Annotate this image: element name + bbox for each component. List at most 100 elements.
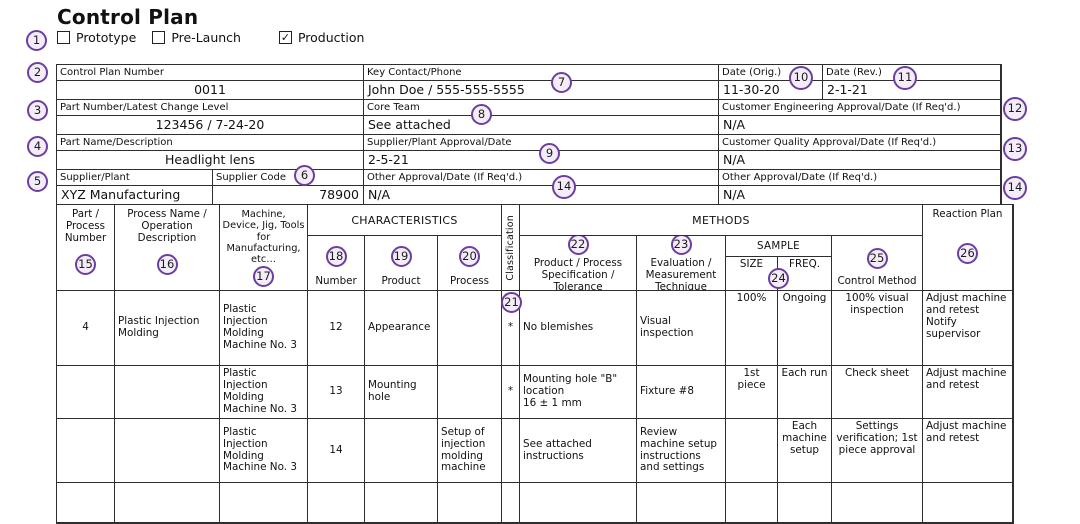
callout-12-badge: 12	[1003, 97, 1027, 121]
callout-2-badge: 2	[27, 62, 48, 83]
date-rev-value: 2-1-21	[823, 81, 1001, 100]
checkbox-prototype[interactable]: Prototype	[57, 30, 136, 45]
col-header-control-method: 25 Control Method	[832, 236, 923, 291]
col-header-sample-freq: FREQ.	[778, 257, 832, 291]
other-approval-right-value: N/A	[719, 186, 1001, 205]
callout-23-badge: 23	[670, 236, 692, 255]
cell-evaluation-row-1: Visual inspection	[637, 291, 726, 366]
cell-reaction-plan-row-3: Adjust machine and retest	[923, 419, 1013, 483]
cell-sample-freq-row-4	[778, 483, 832, 523]
cell-char-number-row-1: 12	[308, 291, 365, 366]
supplier-plant-label: Supplier/Plant	[57, 170, 213, 186]
cell-sample-freq-row-2: Each run	[778, 366, 832, 419]
cell-spec-tolerance-row-4	[520, 483, 637, 523]
callout-13-badge: 13	[1003, 137, 1027, 161]
cell-process-name-row-2	[115, 366, 220, 419]
callout-1-badge: 1	[26, 30, 47, 51]
cell-sample-freq-row-3: Each machine setup	[778, 419, 832, 483]
callout-5-badge: 5	[27, 171, 48, 192]
cell-machine-device-row-3: Plastic Injection Molding Machine No. 3	[220, 419, 308, 483]
cell-process-name-row-1: Plastic Injection Molding	[115, 291, 220, 366]
callout-17-badge: 17	[253, 266, 274, 288]
part-name-value: Headlight lens	[57, 151, 364, 170]
cell-part-process-number-row-2	[57, 366, 115, 419]
cell-spec-tolerance-row-3: See attached instructions	[520, 419, 637, 483]
methods-group-header: METHODS	[520, 205, 923, 236]
cell-evaluation-row-3: Review machine setup instructions and se…	[637, 419, 726, 483]
other-approval-mid-label: Other Approval/Date (If Req'd.)	[364, 170, 719, 186]
pre-launch-label: Pre-Launch	[171, 30, 241, 45]
prototype-checkbox-icon[interactable]	[57, 31, 70, 44]
sample-group-header: SAMPLE	[726, 236, 832, 257]
callout-20-badge: 20	[459, 246, 480, 267]
cell-control-method-row-2: Check sheet	[832, 366, 923, 419]
cell-control-method-row-4	[832, 483, 923, 523]
cell-sample-freq-row-1: Ongoing	[778, 291, 832, 366]
callout-11-badge: 11	[893, 66, 917, 90]
cell-reaction-plan-row-4	[923, 483, 1013, 523]
cust-quality-approval-value: N/A	[719, 151, 1001, 170]
characteristics-group-header: CHARACTERISTICS	[308, 205, 502, 236]
cell-char-number-row-2: 13	[308, 366, 365, 419]
cell-control-method-row-3: Settings verification; 1st piece approva…	[832, 419, 923, 483]
control-plan-grid: Part / Process Number 15 Process Name / …	[56, 204, 1014, 524]
cell-evaluation-row-2: Fixture #8	[637, 366, 726, 419]
callout-3-badge: 3	[27, 100, 48, 121]
checkbox-production[interactable]: ✓ Production	[278, 30, 365, 45]
cell-machine-device-row-1: Plastic Injection Molding Machine No. 3	[220, 291, 308, 366]
callout-8-badge: 8	[471, 104, 492, 125]
callout-14-right-badge: 14	[1003, 176, 1027, 200]
cell-reaction-plan-row-2: Adjust machine and retest	[923, 366, 1013, 419]
cell-char-process-row-2	[438, 366, 502, 419]
production-checkbox-icon[interactable]: ✓	[278, 31, 292, 44]
cell-char-number-row-3: 14	[308, 419, 365, 483]
callout-18-badge: 18	[325, 246, 347, 267]
cell-part-process-number-row-3	[57, 419, 115, 483]
cell-process-name-row-3	[115, 419, 220, 483]
col-header-classification: Classification	[502, 205, 520, 291]
part-name-label: Part Name/Description	[57, 135, 364, 151]
cell-char-process-row-3: Setup of injection molding machine	[438, 419, 502, 483]
other-approval-right-label: Other Approval/Date (If Req'd.)	[719, 170, 1001, 186]
col-header-char-product: 19 Product	[365, 236, 438, 291]
date-orig-label: Date (Orig.)	[719, 65, 823, 81]
callout-24-badge: 24	[768, 268, 789, 289]
cell-process-name-row-4	[115, 483, 220, 523]
cell-classification-row-2: *	[502, 366, 520, 419]
checkbox-pre-launch[interactable]: Pre-Launch	[152, 30, 241, 45]
callout-10-badge: 10	[789, 66, 813, 90]
cell-spec-tolerance-row-2: Mounting hole "B" location 16 ± 1 mm	[520, 366, 637, 419]
callout-25-badge: 25	[866, 248, 888, 269]
cell-classification-row-1: *	[502, 291, 520, 366]
part-number-value: 123456 / 7-24-20	[57, 116, 364, 135]
cell-char-product-row-4	[365, 483, 438, 523]
col-header-process-name: Process Name / Operation Description 16	[115, 205, 220, 291]
control-plan-number-label: Control Plan Number	[57, 65, 364, 81]
cell-char-process-row-1	[438, 291, 502, 366]
other-approval-mid-value: N/A	[364, 186, 719, 205]
cell-sample-size-row-1: 100%	[726, 291, 778, 366]
production-label: Production	[297, 30, 365, 45]
col-header-evaluation: 23 Evaluation / Measurement Technique	[637, 236, 726, 291]
cell-machine-device-row-2: Plastic Injection Molding Machine No. 3	[220, 366, 308, 419]
col-header-reaction-plan: Reaction Plan 26	[923, 205, 1013, 291]
info-table: Control Plan Number Key Contact/Phone Da…	[56, 64, 1002, 206]
cell-sample-size-row-4	[726, 483, 778, 523]
cell-classification-row-4	[502, 483, 520, 523]
cell-machine-device-row-4	[220, 483, 308, 523]
cell-char-product-row-2: Mounting hole	[365, 366, 438, 419]
col-header-spec-tolerance: 22 Product / Process Specification / Tol…	[520, 236, 637, 291]
callout-9-badge: 9	[539, 143, 560, 164]
supplier-code-label: Supplier Code	[213, 170, 364, 186]
cell-char-product-row-3	[365, 419, 438, 483]
control-plan-number-value: 0011	[57, 81, 364, 100]
cell-sample-size-row-3	[726, 419, 778, 483]
cell-control-method-row-1: 100% visual inspection	[832, 291, 923, 366]
callout-4-badge: 4	[27, 136, 48, 157]
callout-26-badge: 26	[957, 242, 978, 264]
cell-evaluation-row-4	[637, 483, 726, 523]
pre-launch-checkbox-icon[interactable]	[152, 31, 166, 44]
callout-6-badge: 6	[294, 165, 315, 186]
key-contact-label: Key Contact/Phone	[364, 65, 719, 81]
date-orig-value: 11-30-20	[719, 81, 823, 100]
